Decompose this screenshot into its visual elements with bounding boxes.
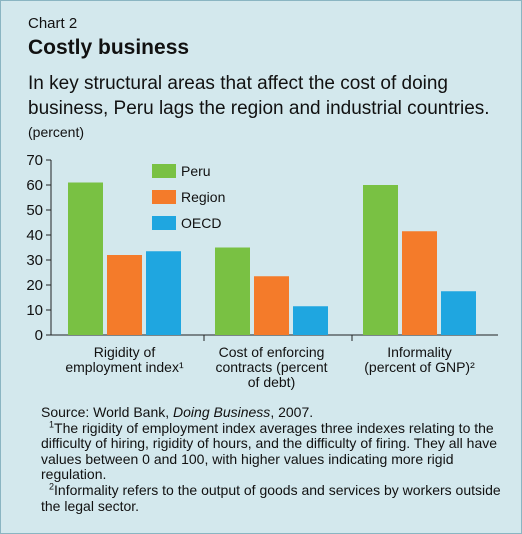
legend-label-region: Region [181,189,225,205]
y-tick-label: 70 [26,152,43,169]
bar-region-2 [254,276,289,335]
x-category-label: Cost of enforcing contracts (percent of de… [215,344,327,390]
bar-oecd-3 [441,291,476,335]
x-category-label: Informality (percent of GNP)² [364,344,475,375]
y-axis-unit: (percent) [28,124,85,140]
source-title: Doing Business [173,404,271,420]
footnote-1: 1The rigidity of employment index averag… [41,418,498,483]
legend-label-peru: Peru [181,163,211,179]
y-tick-label: 40 [26,227,43,244]
bar-region-1 [107,255,142,335]
chart-number: Chart 2 [28,15,78,32]
chart-title: Costly business [28,36,190,59]
bar-peru-1 [68,182,103,335]
footnote-2: 2Informality refers to the output of goo… [41,481,501,514]
bar-oecd-2 [293,306,328,335]
legend-label-oecd: OECD [181,215,221,231]
bar-oecd-1 [146,251,181,335]
y-tick-label: 30 [26,252,43,269]
legend-swatch-region [152,190,176,204]
bar-chart: 0 10 20 30 40 50 60 70 Rigidity of employment ind… [26,152,498,390]
y-tick-label: 10 [26,302,43,319]
legend-swatch-oecd [152,216,176,230]
x-category-label: Rigidity of employment index¹ [65,344,184,375]
y-tick-label: 0 [35,327,43,344]
legend-swatch-peru [152,164,176,178]
chart-notes: Source: World Bank, Doing Business, 2007… [41,404,511,514]
bar-region-3 [402,231,437,335]
bar-peru-2 [215,247,250,335]
y-tick-label: 20 [26,277,43,294]
y-tick-label: 50 [26,202,43,219]
source-note: Source: World Bank, Doing Business, 2007… [41,404,314,420]
y-tick-label: 60 [26,177,43,194]
chart-subtitle: In key structural areas that affect the … [28,73,490,119]
bar-peru-3 [363,185,398,335]
